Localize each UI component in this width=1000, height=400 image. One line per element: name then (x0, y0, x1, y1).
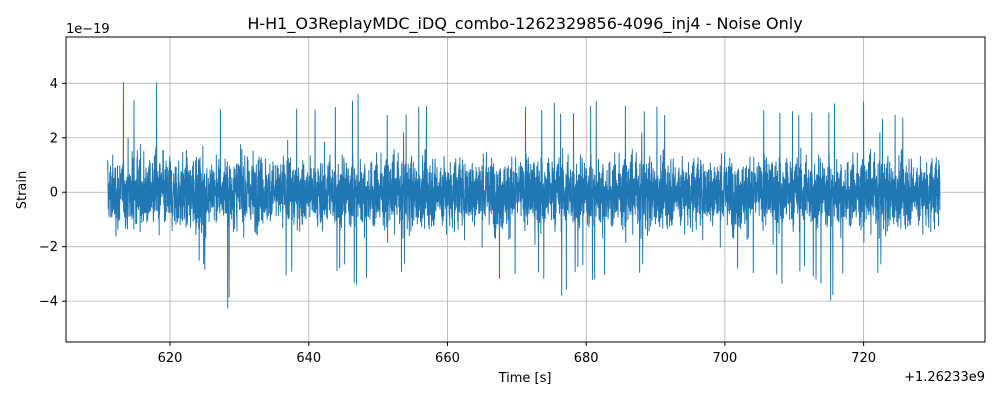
y-axis-ticks: −4 −2 0 2 4 (39, 77, 66, 310)
chart-title: H-H1_O3ReplayMDC_iDQ_combo-1262329856-40… (247, 14, 802, 34)
x-axis-label: Time [s] (498, 371, 552, 386)
y-tick-label: 0 (50, 186, 58, 201)
strain-series-line (107, 82, 941, 309)
x-tick-label: 680 (574, 351, 599, 366)
x-tick-label: 620 (158, 351, 183, 366)
x-tick-label: 700 (712, 351, 737, 366)
x-tick-label: 640 (296, 351, 321, 366)
axes-frame (65, 36, 986, 343)
x-axis-offset-label: +1.26233e9 (904, 370, 985, 385)
y-tick-label: 4 (50, 77, 58, 92)
y-axis-label: Strain (15, 171, 30, 210)
plot-area (107, 82, 941, 309)
y-tick-label: 2 (50, 131, 58, 146)
x-tick-label: 720 (851, 351, 876, 366)
y-axis-scale-label: 1e−19 (66, 22, 110, 37)
y-tick-label: −2 (39, 240, 58, 255)
y-tick-label: −4 (39, 295, 58, 310)
x-axis-ticks: 620 640 660 680 700 720 (158, 342, 876, 366)
x-tick-label: 660 (435, 351, 460, 366)
